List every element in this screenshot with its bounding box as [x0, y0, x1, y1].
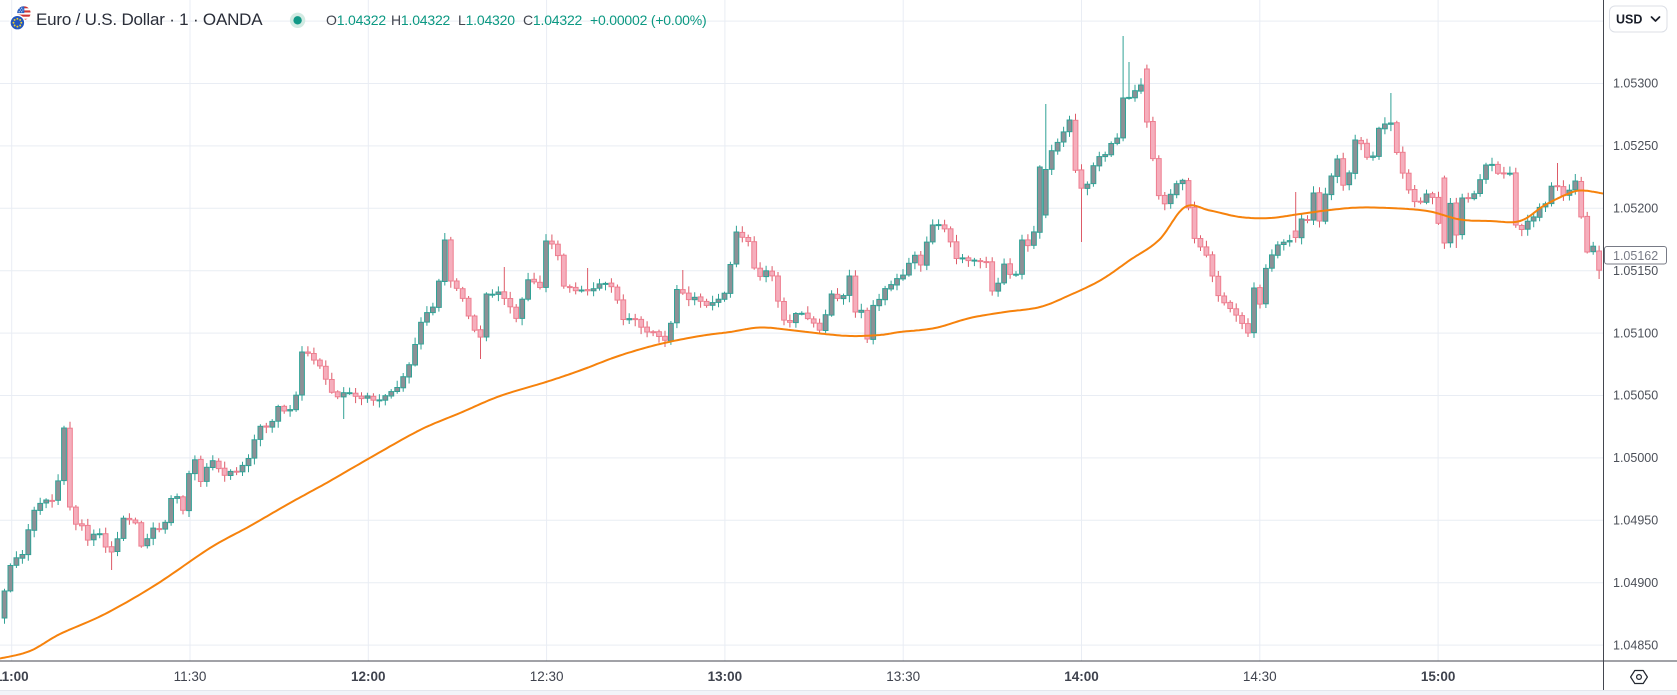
svg-text:12:00: 12:00 [351, 669, 386, 684]
svg-text:1.05200: 1.05200 [1613, 202, 1658, 216]
svg-text:12:30: 12:30 [530, 669, 564, 684]
svg-text:1.05150: 1.05150 [1613, 264, 1658, 278]
svg-text:14:00: 14:00 [1064, 669, 1099, 684]
svg-text:1.04950: 1.04950 [1613, 514, 1658, 528]
svg-text:1.04850: 1.04850 [1613, 638, 1658, 652]
svg-text:1.04900: 1.04900 [1613, 576, 1658, 590]
svg-text:USD: USD [1616, 13, 1642, 27]
svg-text:Euro / U.S. Dollar · 1 · OANDA: Euro / U.S. Dollar · 1 · OANDA [36, 10, 263, 29]
svg-text:11:30: 11:30 [174, 669, 207, 684]
svg-text:1.05162: 1.05162 [1613, 249, 1658, 263]
svg-text:1.05050: 1.05050 [1613, 389, 1658, 403]
svg-text:14:30: 14:30 [1243, 669, 1277, 684]
svg-text:13:00: 13:00 [708, 669, 743, 684]
svg-text:1.05250: 1.05250 [1613, 139, 1658, 153]
svg-text:11:00: 11:00 [0, 669, 29, 684]
svg-text:13:30: 13:30 [886, 669, 920, 684]
svg-text:15:00: 15:00 [1421, 669, 1456, 684]
svg-text:1.05000: 1.05000 [1613, 451, 1658, 465]
svg-text:1.05300: 1.05300 [1613, 77, 1658, 91]
svg-text:1.05100: 1.05100 [1613, 326, 1658, 340]
